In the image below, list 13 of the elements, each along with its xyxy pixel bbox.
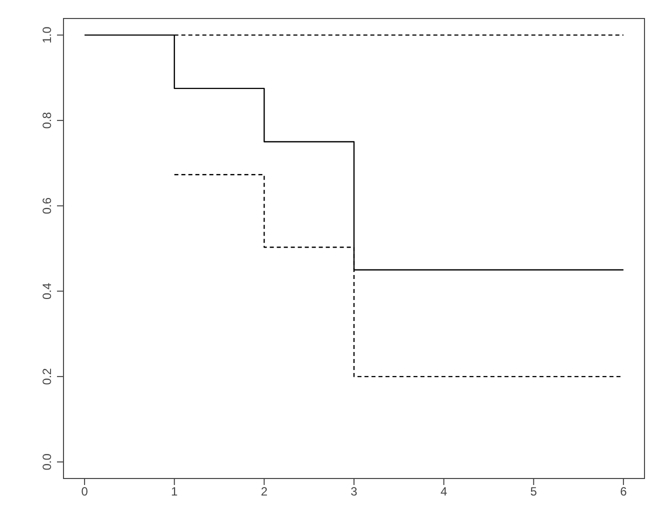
- x-tick-label: 4: [440, 484, 448, 499]
- x-tick-label: 6: [620, 484, 628, 499]
- y-tick-label: 0.2: [40, 368, 54, 385]
- y-tick-label: 0.6: [40, 197, 54, 214]
- y-tick-label: 0.8: [40, 112, 54, 129]
- y-tick-label: 0.0: [40, 453, 54, 470]
- x-tick-label: 1: [171, 484, 178, 499]
- y-tick-label: 0.4: [40, 282, 54, 300]
- x-tick-label: 3: [350, 484, 358, 499]
- x-tick-label: 2: [260, 484, 268, 499]
- y-tick-label: 1.0: [40, 26, 54, 44]
- x-tick-label: 5: [530, 484, 538, 499]
- x-tick-label: 0: [81, 484, 88, 499]
